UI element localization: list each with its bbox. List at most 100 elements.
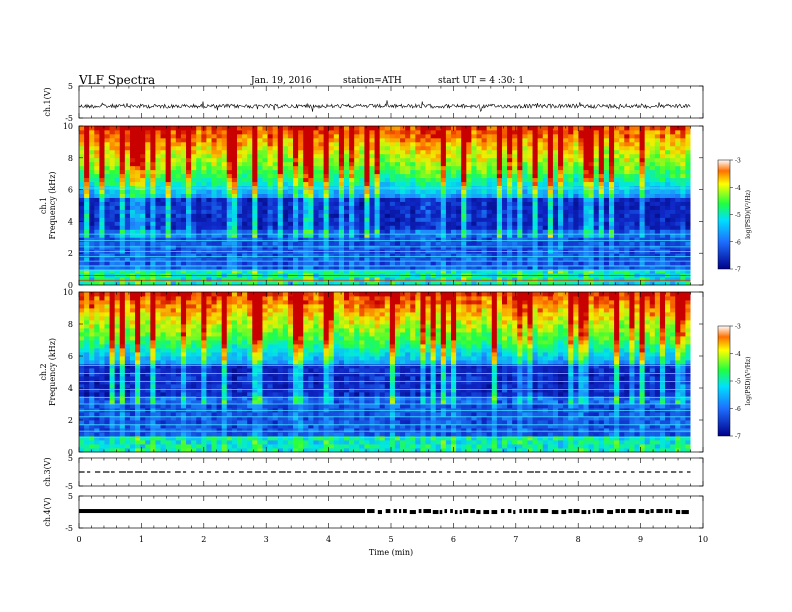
spectrogram-cell bbox=[328, 209, 335, 214]
spectrogram-cell bbox=[542, 209, 549, 214]
spectrogram-cell bbox=[588, 225, 595, 230]
spectrogram-cell bbox=[114, 241, 121, 246]
spectrogram-cell bbox=[410, 181, 416, 187]
spectrogram-cell bbox=[216, 277, 223, 282]
spectrogram-cell bbox=[415, 189, 421, 194]
spectrogram-cell bbox=[425, 265, 432, 270]
spectrogram-cell bbox=[563, 145, 569, 151]
spectrogram-cell bbox=[186, 225, 192, 230]
spectrogram-cell bbox=[216, 209, 223, 214]
spectrogram-cell bbox=[603, 265, 610, 270]
spectrogram-cell bbox=[343, 281, 350, 286]
spectrogram-cell bbox=[608, 126, 615, 131]
spectrogram-cell bbox=[364, 217, 370, 222]
spectrogram-cell bbox=[389, 229, 396, 234]
spectrogram-cell bbox=[685, 157, 691, 163]
spectrogram-cell bbox=[670, 205, 676, 210]
spectrogram-cell bbox=[267, 269, 274, 274]
spectrogram-cell bbox=[272, 209, 279, 214]
spectrogram-cell bbox=[496, 157, 503, 163]
spectrogram-cell bbox=[486, 149, 493, 155]
spectrogram-cell bbox=[364, 145, 370, 151]
spectrogram-cell bbox=[507, 269, 513, 274]
spectrogram-cell bbox=[247, 173, 253, 179]
spectrogram-cell bbox=[486, 281, 493, 286]
spectrogram-cell bbox=[211, 221, 217, 226]
spectrogram-cell bbox=[527, 193, 533, 198]
spectrogram-cell bbox=[583, 201, 589, 206]
spectrogram-cell bbox=[109, 137, 116, 143]
spectrogram-cell bbox=[466, 165, 472, 171]
spectrogram-cell bbox=[165, 269, 172, 274]
spectrogram-cell bbox=[298, 169, 304, 175]
spectrogram-cell bbox=[333, 221, 340, 226]
spectrogram-cell bbox=[150, 126, 156, 131]
spectrogram-cell bbox=[313, 157, 319, 163]
spectrogram-cell bbox=[186, 197, 192, 202]
spectrogram-cell bbox=[532, 161, 539, 167]
spectrogram-cell bbox=[180, 189, 187, 194]
spectrogram-cell bbox=[420, 213, 426, 218]
spectrogram-cell bbox=[170, 145, 177, 151]
spectrogram-cell bbox=[593, 145, 600, 151]
spectrogram-cell bbox=[471, 221, 477, 226]
spectrogram-cell bbox=[84, 209, 90, 214]
spectrogram-cell bbox=[608, 201, 615, 206]
spectrogram-cell bbox=[216, 149, 223, 155]
spectrogram-cell bbox=[242, 245, 248, 250]
spectrogram-cell bbox=[501, 189, 508, 194]
spectrogram-cell bbox=[170, 205, 177, 210]
spectrogram-cell bbox=[496, 181, 503, 187]
spectrogram-cell bbox=[328, 197, 335, 202]
spectrogram-cell bbox=[349, 253, 355, 258]
spectrogram-cell bbox=[119, 189, 126, 194]
spectrogram-cell bbox=[410, 241, 416, 246]
spectrogram-cell bbox=[221, 261, 228, 266]
spectrogram-cell bbox=[537, 261, 544, 266]
spectrogram-cell bbox=[282, 169, 289, 175]
spectrogram-cell bbox=[262, 189, 268, 194]
spectrogram-cell bbox=[522, 229, 528, 234]
spectrogram-cell bbox=[563, 217, 569, 222]
spectrogram-cell bbox=[94, 169, 100, 175]
spectrogram-cell bbox=[624, 193, 630, 198]
spectrogram-cell bbox=[231, 141, 238, 147]
spectrogram-cell bbox=[685, 257, 691, 262]
spectrogram-cell bbox=[94, 257, 100, 262]
spectrogram-cell bbox=[109, 201, 116, 206]
spectrogram-cell bbox=[277, 157, 284, 163]
spectrogram-cell bbox=[379, 237, 386, 242]
spectrogram-cell bbox=[466, 126, 472, 131]
spectrogram-cell bbox=[496, 189, 503, 194]
spectrogram-cell bbox=[221, 281, 228, 286]
spectrogram-cell bbox=[542, 237, 549, 242]
spectrogram-cell bbox=[140, 177, 146, 183]
spectrogram-cell bbox=[675, 129, 681, 135]
spectrogram-cell bbox=[440, 253, 447, 258]
spectrogram-cell bbox=[79, 193, 85, 198]
spectrogram-cell bbox=[262, 129, 268, 135]
spectrogram-cell bbox=[155, 173, 161, 179]
spectrogram-cell bbox=[501, 233, 508, 238]
spectrogram-cell bbox=[573, 129, 579, 135]
spectrogram-cell bbox=[532, 189, 539, 194]
spectrogram-cell bbox=[665, 265, 671, 270]
spectrogram-cell bbox=[603, 233, 610, 238]
spectrogram-cell bbox=[624, 241, 630, 246]
spectrogram-cell bbox=[629, 281, 635, 286]
spectrogram-cell bbox=[389, 217, 396, 222]
spectrogram-cell bbox=[114, 281, 121, 286]
spectrogram-cell bbox=[252, 281, 258, 286]
spectrogram-cell bbox=[145, 161, 151, 167]
spectrogram-cell bbox=[415, 161, 421, 167]
spectrogram-cell bbox=[282, 281, 289, 286]
spectrogram-cell bbox=[435, 165, 442, 171]
spectrogram-cell bbox=[685, 209, 691, 214]
spectrogram-cell bbox=[369, 265, 375, 270]
spectrogram-cell bbox=[654, 221, 661, 226]
spectrogram-cell bbox=[364, 205, 370, 210]
spectrogram-cell bbox=[272, 221, 279, 226]
spectrogram-cell bbox=[155, 197, 161, 202]
spectrogram-cell bbox=[180, 165, 187, 171]
spectrogram-cell bbox=[287, 197, 294, 202]
